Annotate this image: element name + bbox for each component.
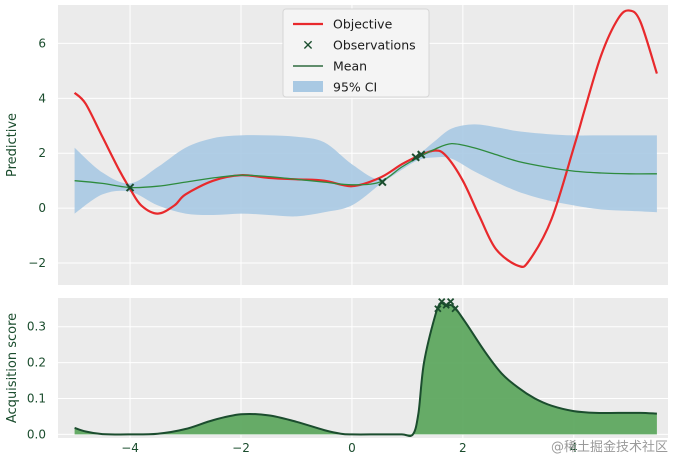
- predictive-y-tick-label: 2: [38, 146, 46, 160]
- acquisition-area-group: [74, 302, 657, 437]
- acquisition-y-ticks: 0.0 0.1 0.2 0.3: [27, 320, 46, 442]
- acquisition-y-tick-label: 0.3: [27, 320, 46, 334]
- watermark: @稀土掘金技术社区: [551, 439, 668, 455]
- acquisition-y-tick-label: 0.0: [27, 427, 46, 441]
- objective-line: [73, 9, 658, 269]
- acquisition-observations-group: [434, 297, 459, 313]
- x-tick-label: −2: [232, 441, 250, 455]
- legend-ci-swatch: [293, 81, 323, 92]
- predictive-axes: −2 0 2 4 6 Predictive Objective ✕ Observatio…: [5, 5, 668, 285]
- observations-group: [125, 150, 426, 192]
- predictive-lines: [73, 9, 658, 269]
- mean-line: [74, 142, 657, 189]
- ci-band: [74, 124, 657, 217]
- legend-observations-marker: ✕: [302, 38, 314, 54]
- acquisition-axes: 0.0 0.1 0.2 0.3 −4 −2 0 2 4 Acquisition score: [5, 297, 668, 455]
- legend-observations-label: Observations: [333, 38, 416, 53]
- predictive-y-tick-label: 4: [38, 91, 46, 105]
- x-tick-label: −4: [121, 441, 139, 455]
- acquisition-observation-marker: [446, 297, 455, 306]
- legend-box: [282, 8, 430, 98]
- predictive-y-tick-label: −2: [28, 256, 46, 270]
- legend: Objective ✕ Observations Mean 95% CI: [282, 8, 430, 98]
- acquisition-area: [74, 302, 657, 436]
- acquisition-y-axis-label: Acquisition score: [5, 313, 20, 423]
- observation-point: [125, 183, 135, 192]
- legend-objective-label: Objective: [333, 17, 393, 32]
- legend-ci-label: 95% CI: [333, 80, 377, 95]
- predictive-y-axis-label: Predictive: [5, 113, 20, 177]
- observation-point: [411, 153, 420, 162]
- x-tick-label: 0: [348, 441, 356, 455]
- predictive-y-ticks: −2 0 2 4 6: [28, 36, 46, 270]
- observation-point: [378, 177, 387, 187]
- legend-mean-label: Mean: [333, 59, 367, 74]
- predictive-y-tick-label: 0: [38, 201, 46, 215]
- acquisition-line: [74, 302, 657, 437]
- x-ticks: −4 −2 0 2 4: [121, 441, 577, 455]
- x-tick-label: 4: [570, 441, 578, 455]
- observation-point: [417, 150, 426, 159]
- ci-band-group: [74, 124, 657, 217]
- x-tick-label: 2: [459, 441, 467, 455]
- predictive-y-tick-label: 6: [38, 36, 46, 50]
- acquisition-observation-marker: [434, 305, 442, 313]
- acquisition-observation-marker: [451, 305, 459, 313]
- acquisition-y-tick-label: 0.2: [27, 356, 46, 370]
- acquisition-y-tick-label: 0.1: [27, 392, 46, 406]
